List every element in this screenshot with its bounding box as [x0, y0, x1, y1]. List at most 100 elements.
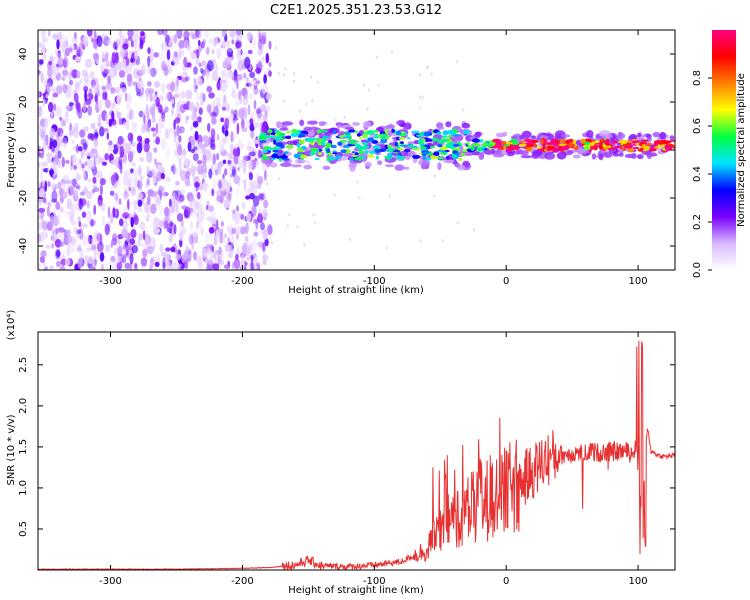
noise-cell [86, 200, 90, 209]
noise-cell [126, 180, 132, 192]
noise-cell [262, 229, 269, 240]
signal-cell [286, 130, 291, 134]
signal-cell [533, 144, 538, 148]
signal-cell [512, 146, 521, 150]
signal-cell [622, 143, 630, 147]
noise-cell [141, 123, 146, 134]
noise-cell [80, 148, 84, 160]
noise-cell [100, 203, 106, 212]
noise-cell [62, 174, 70, 183]
signal-cell [374, 129, 379, 133]
noise-cell [83, 142, 88, 150]
noise-cell [216, 219, 219, 230]
colorbar-tick-label: 0.0 [692, 262, 703, 278]
noise-cell [174, 51, 178, 58]
noise-cell [84, 79, 90, 87]
noise-cell [38, 70, 41, 75]
noise-cell [247, 141, 252, 150]
noise-cell [57, 52, 62, 60]
noise-cell [224, 129, 229, 137]
signal-cell [632, 140, 640, 144]
noise-cell [250, 130, 255, 139]
noise-cell [234, 213, 241, 225]
noise-cell [84, 71, 87, 78]
signal-cell [413, 145, 418, 149]
noise-cell [168, 127, 174, 135]
noise-cell [167, 59, 171, 67]
noise-cell [52, 139, 58, 149]
noise-cell [242, 87, 249, 100]
signal-cell [430, 155, 439, 160]
noise-cell [183, 103, 190, 110]
signal-cell [391, 128, 395, 134]
noise-cell [349, 238, 351, 242]
noise-cell [117, 237, 121, 247]
signal-cell [394, 141, 399, 147]
noise-cell [61, 76, 66, 81]
noise-cell [226, 39, 231, 48]
noise-cell [39, 128, 46, 139]
noise-cell [81, 223, 88, 229]
noise-cell [195, 85, 198, 90]
signal-cell [374, 148, 381, 154]
noise-cell [199, 211, 205, 221]
noise-cell [158, 116, 163, 127]
noise-cell [69, 122, 72, 132]
noise-cell [130, 228, 137, 239]
noise-cell [115, 174, 120, 181]
signal-cell [471, 151, 481, 156]
noise-cell [83, 126, 89, 132]
noise-cell [142, 230, 146, 241]
noise-cell [240, 213, 245, 220]
noise-cell [120, 87, 127, 93]
signal-cell [272, 146, 281, 150]
noise-cell [38, 181, 41, 189]
noise-cell [246, 251, 251, 262]
noise-cell [212, 99, 216, 108]
noise-cell [176, 213, 184, 222]
noise-cell [89, 265, 96, 270]
noise-cell [278, 177, 281, 180]
noise-cell [150, 67, 157, 78]
noise-cell [197, 203, 204, 215]
noise-cell [129, 253, 134, 265]
noise-cell [206, 200, 210, 207]
noise-cell [220, 82, 227, 93]
noise-cell [86, 210, 93, 223]
noise-cell [87, 134, 91, 140]
noise-cell [125, 92, 128, 102]
noise-cell [114, 208, 120, 219]
noise-cell [110, 241, 114, 249]
noise-cell [109, 190, 115, 196]
noise-cell [67, 184, 74, 196]
noise-cell [93, 258, 98, 266]
noise-cell [90, 218, 94, 227]
noise-cell [134, 49, 138, 60]
noise-cell [146, 126, 151, 133]
noise-cell [90, 148, 98, 155]
signal-cell [433, 141, 438, 146]
noise-cell [261, 56, 265, 62]
noise-cell [311, 99, 314, 103]
noise-cell [419, 106, 422, 110]
noise-cell [38, 262, 41, 269]
noise-cell [255, 80, 261, 85]
noise-cell [126, 102, 131, 110]
noise-cell [180, 77, 188, 83]
noise-cell [206, 85, 213, 93]
signal-cell [326, 148, 331, 154]
noise-cell [244, 56, 251, 69]
noise-cell [38, 222, 42, 230]
noise-cell [190, 210, 197, 219]
noise-cell [288, 148, 290, 152]
noise-cell [160, 172, 165, 180]
signal-cell [532, 149, 543, 157]
signal-cell [658, 140, 667, 144]
signal-cell [325, 142, 332, 148]
signal-cell [618, 152, 624, 157]
signal-cell [433, 151, 440, 157]
signal-cell [525, 143, 534, 148]
signal-cell [572, 154, 581, 159]
noise-cell [240, 118, 245, 129]
noise-cell [48, 101, 54, 113]
